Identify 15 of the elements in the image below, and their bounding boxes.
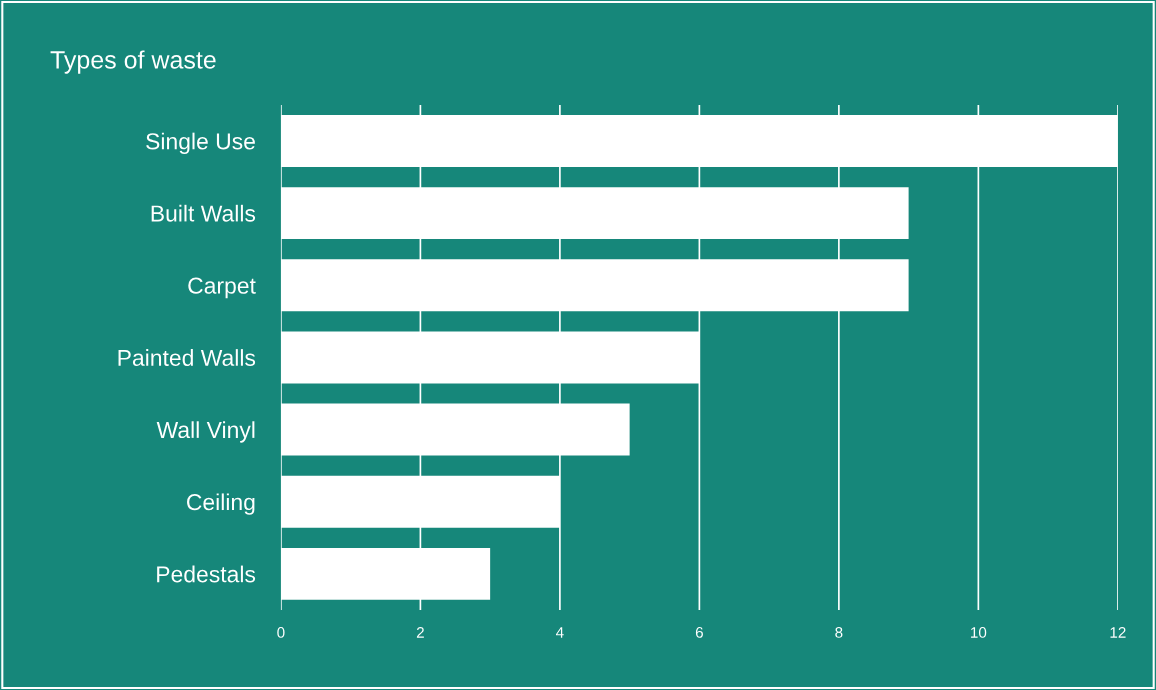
y-tick-label: Painted Walls	[118, 349, 256, 366]
x-tick-label: 0	[277, 627, 285, 638]
y-tick-label: Wall Vinyl	[156, 421, 255, 443]
y-tick-label: Built Walls	[151, 204, 256, 222]
x-tick-label: 12	[1110, 627, 1126, 638]
x-tick-label: 10	[971, 627, 987, 638]
x-tick-label: 8	[835, 627, 843, 638]
y-tick-label: Carpet	[188, 277, 256, 299]
x-tick-label: 2	[416, 627, 424, 638]
x-tick-label: 4	[555, 627, 564, 638]
y-tick-label: Ceiling	[187, 493, 255, 515]
x-tick-label: 6	[695, 627, 703, 638]
y-tick-label: Single Use	[146, 132, 255, 155]
y-tick-label: Pedestals	[157, 565, 256, 583]
chart-title: Types of waste	[50, 50, 216, 74]
